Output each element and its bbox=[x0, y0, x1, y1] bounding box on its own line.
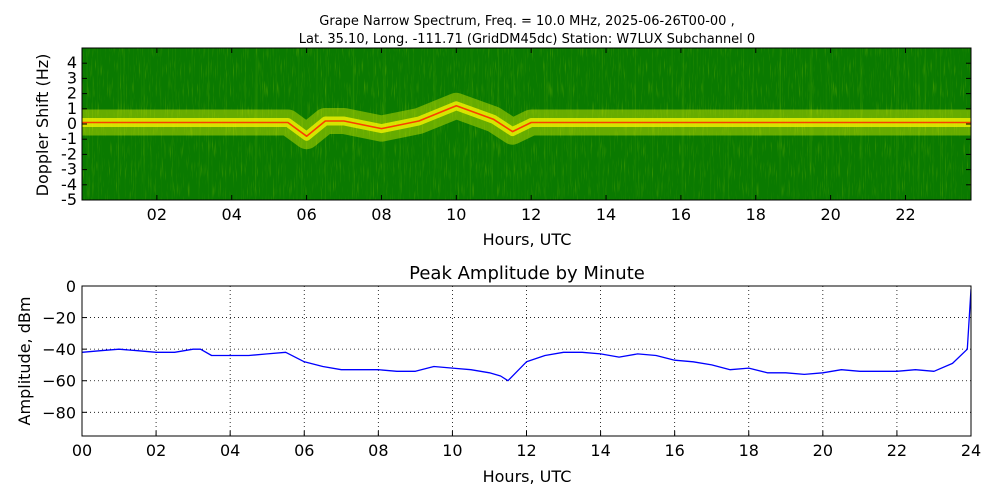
amplitude-x-tick-label: 24 bbox=[961, 441, 981, 460]
amplitude-x-tick-label: 18 bbox=[739, 441, 759, 460]
spectrogram-x-tick-label: 20 bbox=[820, 205, 840, 224]
amplitude-y-axis-label: Amplitude, dBm bbox=[15, 297, 34, 426]
spectrogram-y-tick-label: 1 bbox=[67, 99, 77, 118]
signal-peak-line bbox=[82, 105, 971, 137]
amplitude-frame bbox=[81, 285, 972, 437]
spectrogram-panel: Grape Narrow Spectrum, Freq. = 10.0 MHz,… bbox=[33, 14, 972, 249]
spectrogram-x-axis-label: Hours, UTC bbox=[483, 230, 572, 249]
amplitude-y-tick-label: −40 bbox=[42, 340, 76, 359]
spectrogram-x-tick-label: 06 bbox=[296, 205, 316, 224]
amplitude-y-tick-label: 0 bbox=[66, 277, 76, 296]
amplitude-y-ticks: 0 −20 −40 −60 −80 bbox=[42, 277, 87, 422]
spectrogram-x-tick-label: 22 bbox=[895, 205, 915, 224]
spectrogram-y-tick-label: -2 bbox=[61, 144, 77, 163]
amplitude-panel: Peak Amplitude by Minute 00 02 04 06 08 10 12 1… bbox=[15, 263, 981, 486]
amplitude-x-tick-label: 02 bbox=[146, 441, 166, 460]
amplitude-series-line bbox=[82, 289, 971, 382]
amplitude-grid bbox=[82, 286, 971, 436]
spectrogram-y-tick-label: -5 bbox=[61, 190, 77, 209]
spectrogram-y-tick-label: 2 bbox=[67, 84, 77, 103]
spectrogram-x-tick-label: 14 bbox=[596, 205, 616, 224]
spectrogram-x-tick-label: 16 bbox=[671, 205, 691, 224]
spectrogram-y-tick-label: 0 bbox=[67, 114, 77, 133]
spectrogram-x-tick-label: 12 bbox=[521, 205, 541, 224]
spectrogram-y-axis-label: Doppler Shift (Hz) bbox=[33, 54, 52, 197]
amplitude-x-tick-label: 00 bbox=[72, 441, 92, 460]
amplitude-x-tick-label: 04 bbox=[220, 441, 240, 460]
spectrogram-plot-area bbox=[82, 48, 971, 200]
spectrogram-x-tick-label: 02 bbox=[147, 205, 167, 224]
spectrogram-x-tick-label: 10 bbox=[446, 205, 466, 224]
amplitude-x-tick-label: 08 bbox=[368, 441, 388, 460]
spectrogram-x-ticks: 02 04 06 08 10 12 14 16 18 20 22 bbox=[147, 48, 916, 224]
spectrogram-title-line1: Grape Narrow Spectrum, Freq. = 10.0 MHz,… bbox=[319, 14, 734, 29]
amplitude-y-tick-label: −80 bbox=[42, 403, 76, 422]
amplitude-x-tick-label: 22 bbox=[887, 441, 907, 460]
amplitude-x-tick-label: 16 bbox=[664, 441, 684, 460]
amplitude-x-tick-label: 06 bbox=[294, 441, 314, 460]
spectrogram-x-tick-label: 08 bbox=[371, 205, 391, 224]
spectrogram-x-tick-label: 04 bbox=[222, 205, 242, 224]
amplitude-x-tick-label: 12 bbox=[516, 441, 536, 460]
amplitude-y-tick-label: −20 bbox=[42, 309, 76, 328]
spectrogram-y-tick-label: 3 bbox=[67, 68, 77, 87]
amplitude-x-tick-label: 14 bbox=[590, 441, 610, 460]
spectrogram-y-tick-label: -4 bbox=[61, 175, 77, 194]
amplitude-x-axis-label: Hours, UTC bbox=[483, 467, 572, 486]
spectrogram-y-tick-label: 4 bbox=[67, 53, 77, 72]
spectrogram-signal-core bbox=[82, 105, 971, 137]
spectrogram-y-tick-label: -3 bbox=[61, 160, 77, 179]
amplitude-title: Peak Amplitude by Minute bbox=[409, 263, 645, 284]
amplitude-y-tick-label: −60 bbox=[42, 372, 76, 391]
amplitude-x-tick-label: 10 bbox=[442, 441, 462, 460]
amplitude-x-ticks: 00 02 04 06 08 10 12 14 16 18 20 22 24 bbox=[72, 431, 981, 460]
spectrogram-title-line2: Lat. 35.10, Long. -111.71 (GridDM45dc) S… bbox=[299, 32, 755, 47]
amplitude-x-tick-label: 20 bbox=[813, 441, 833, 460]
spectrogram-y-tick-label: -1 bbox=[61, 129, 77, 148]
spectrogram-x-tick-label: 18 bbox=[746, 205, 766, 224]
